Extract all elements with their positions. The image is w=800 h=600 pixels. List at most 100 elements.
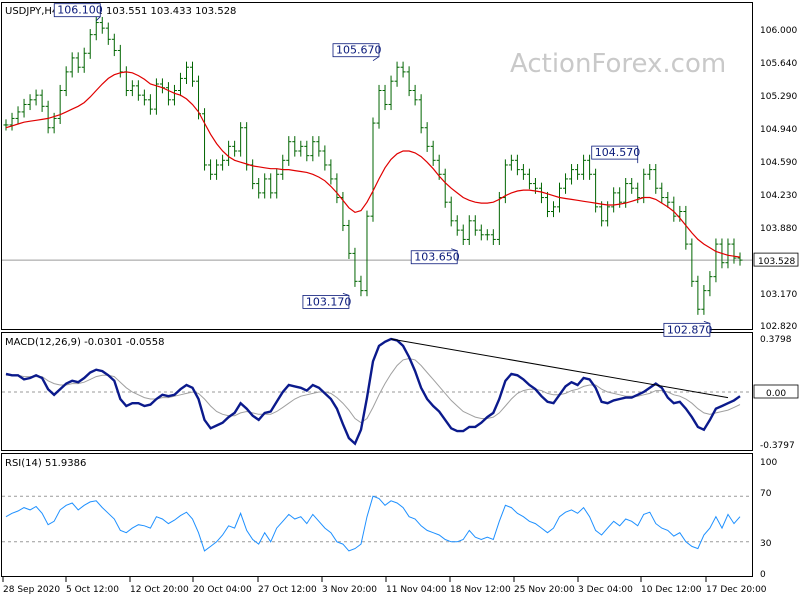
ohlc-bar	[563, 173, 569, 194]
ohlc-bar	[75, 52, 81, 73]
annotation-label: 106.100	[57, 4, 103, 17]
ohlc-bar	[190, 61, 196, 87]
price-annotation: 106.100	[53, 3, 103, 21]
ohlc-bar	[171, 84, 177, 106]
rsi-line	[5, 495, 741, 552]
rsi-tick: 30	[760, 539, 772, 549]
ohlc-bar	[226, 140, 232, 166]
annotation-label: 104.570	[595, 146, 641, 159]
price-tick: 103.170	[760, 290, 797, 300]
ohlc-bar	[665, 191, 671, 208]
ohlc-bar	[286, 136, 292, 166]
price-axis: 106.000 105.640 105.290 104.940 104.590 …	[760, 26, 797, 332]
ohlc-bar	[593, 168, 599, 213]
ohlc-bar	[629, 178, 635, 194]
ohlc-bar	[737, 252, 743, 266]
price-tick: 104.940	[760, 125, 797, 135]
ohlc-bar	[111, 33, 117, 57]
annotation-label: 105.670	[336, 44, 382, 57]
ohlc-bar	[683, 205, 689, 250]
macd-trendline	[390, 338, 729, 399]
ohlc-bar	[689, 238, 695, 287]
ohlc-bar	[310, 136, 316, 162]
ohlc-bar	[647, 164, 653, 180]
ohlc-bar	[165, 82, 171, 106]
ohlc-bar	[147, 94, 153, 115]
macd-panel-frame	[1, 332, 753, 451]
macd-value-box	[753, 384, 799, 399]
ohlc-bar	[27, 94, 33, 111]
ohlc-bar	[292, 136, 298, 157]
ohlc-bar	[208, 159, 214, 180]
price-tick: 103.880	[760, 224, 797, 234]
time-tick-label: 3 Dec 04:00	[578, 585, 633, 595]
price-annotation: 105.670	[332, 43, 382, 62]
ohlc-bar	[364, 210, 370, 297]
ohlc-bar	[544, 191, 550, 218]
price-series: 103.528	[2, 16, 799, 315]
time-tick-label: 20 Oct 04:00	[193, 585, 252, 595]
ohlc-bar	[424, 122, 430, 152]
ohlc-bar	[599, 201, 605, 227]
ohlc-bar	[412, 84, 418, 106]
time-tick-label: 27 Oct 12:00	[258, 585, 317, 595]
annotation-label: 103.650	[414, 251, 460, 264]
macd-tick: 0.3798	[760, 335, 792, 345]
ohlc-bar	[238, 122, 244, 157]
ohlc-bar	[538, 182, 544, 204]
ohlc-bar	[460, 224, 466, 246]
macd-panel-title: MACD(12,26,9) -0.0301 -0.0558	[5, 337, 165, 348]
time-tick-label: 10 Dec 12:00	[641, 585, 702, 595]
price-tick: 102.820	[760, 322, 797, 332]
price-annotation: 103.170	[302, 293, 351, 309]
ohlc-bar	[472, 215, 478, 236]
price-tick: 105.290	[760, 92, 797, 102]
ohlc-bar	[611, 187, 617, 213]
ohlc-bar	[713, 238, 719, 283]
ohlc-bar	[57, 84, 63, 125]
price-tick: 104.230	[760, 191, 797, 201]
ohlc-bar	[250, 159, 256, 190]
current-price-box	[753, 252, 799, 267]
ohlc-bar	[520, 164, 526, 180]
ohlc-bar	[232, 140, 238, 157]
ohlc-bar	[129, 80, 135, 97]
ohlc-bar	[478, 224, 484, 241]
annotation-label: 102.870	[667, 323, 713, 336]
ohlc-bar	[183, 61, 189, 84]
ohlc-bar	[358, 275, 364, 297]
time-axis: 28 Sep 2020 5 Oct 12:00 12 Oct 20:00 20 Oct…	[2, 577, 767, 595]
ohlc-bar	[695, 275, 701, 315]
ohlc-bar	[508, 154, 514, 171]
ohlc-bar	[123, 66, 129, 97]
price-tick: 106.000	[760, 26, 797, 36]
ohlc-bar	[352, 247, 358, 287]
time-tick-label: 12 Oct 20:00	[130, 585, 189, 595]
ohlc-bar	[653, 164, 659, 194]
ohlc-bar	[262, 173, 268, 199]
ohlc-bar	[569, 164, 575, 185]
ohlc-bar	[707, 271, 713, 297]
ohlc-bar	[575, 164, 581, 180]
ohlc-bar	[442, 168, 448, 208]
ohlc-bar	[135, 80, 141, 101]
ohlc-bar	[93, 16, 99, 41]
ohlc-bar	[454, 215, 460, 236]
ohlc-bar	[159, 78, 165, 94]
rsi-series	[2, 495, 752, 552]
price-annotation: 104.570	[591, 145, 641, 164]
ohlc-bar	[376, 84, 382, 129]
ohlc-bar	[731, 238, 737, 264]
time-tick-label: 11 Nov 04:00	[386, 585, 447, 595]
ohlc-bar	[466, 215, 472, 246]
time-tick-label: 18 Nov 12:00	[450, 585, 511, 595]
time-tick-label: 3 Nov 20:00	[322, 585, 377, 595]
ohlc-bar	[99, 16, 105, 34]
ohlc-bar	[153, 78, 159, 115]
ohlc-bar	[701, 285, 707, 315]
watermark: ActionForex.com	[510, 49, 726, 79]
rsi-tick: 100	[760, 458, 777, 468]
price-annotation: 103.650	[410, 248, 460, 265]
ohlc-bar	[33, 89, 39, 106]
